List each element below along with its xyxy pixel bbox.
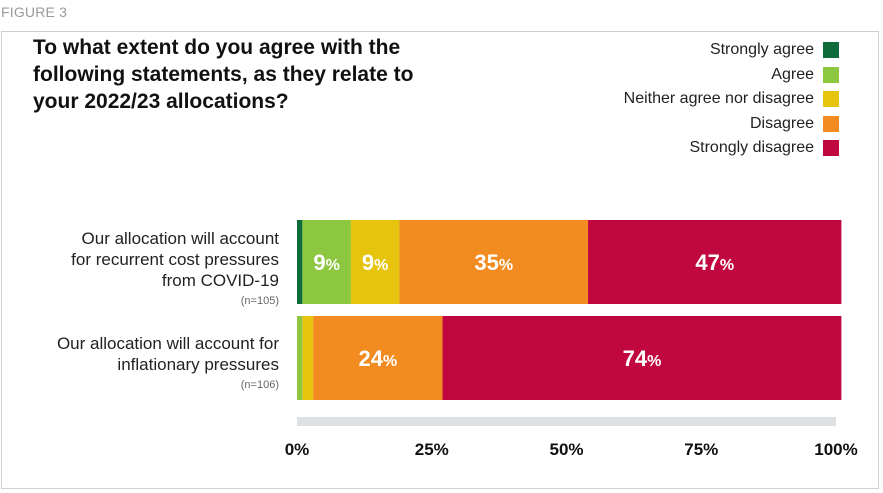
bar-segment bbox=[588, 220, 842, 304]
bar-value-label: 47% bbox=[695, 250, 734, 275]
bar-value-label: 24% bbox=[358, 346, 397, 371]
bar-value-label: 74% bbox=[623, 346, 662, 371]
figure-label: FIGURE 3 bbox=[1, 4, 68, 20]
legend-swatch bbox=[823, 66, 839, 83]
bar-segment bbox=[302, 316, 314, 400]
category-label-covid: Our allocation will account for recurren… bbox=[59, 228, 279, 308]
x-tick-label: 75% bbox=[684, 440, 718, 459]
legend-label: Neither agree nor disagree bbox=[623, 90, 814, 108]
legend: Strongly agree Agree Neither agree nor d… bbox=[624, 38, 839, 161]
legend-item-disagree: Disagree bbox=[624, 112, 839, 137]
bar-segment bbox=[302, 220, 351, 304]
bar-segment bbox=[297, 220, 303, 304]
bar-value-label: 35% bbox=[474, 250, 513, 275]
legend-item-neither: Neither agree nor disagree bbox=[624, 87, 839, 112]
x-tick-label: 25% bbox=[415, 440, 449, 459]
category-n: (n=106) bbox=[240, 379, 279, 391]
x-tick-label: 0% bbox=[285, 440, 310, 459]
bar-segment bbox=[297, 316, 303, 400]
legend-swatch bbox=[823, 140, 839, 157]
bar-segment bbox=[350, 220, 400, 304]
legend-item-strongly-disagree: Strongly disagree bbox=[624, 136, 839, 161]
x-tick-label: 100% bbox=[814, 440, 857, 459]
bar-segment bbox=[399, 220, 589, 304]
category-text: Our allocation will account for inflatio… bbox=[56, 334, 279, 374]
bar-segment bbox=[313, 316, 443, 400]
x-tick-label: 50% bbox=[549, 440, 583, 459]
legend-swatch bbox=[823, 91, 839, 108]
axis-track bbox=[297, 417, 836, 426]
bar-value-label: 9% bbox=[362, 250, 388, 275]
chart-title: To what extent do you agree with the fol… bbox=[33, 36, 414, 113]
legend-label: Strongly disagree bbox=[689, 139, 814, 157]
legend-swatch bbox=[823, 115, 839, 132]
legend-label: Disagree bbox=[749, 114, 814, 132]
bar-segment bbox=[442, 316, 842, 400]
legend-label: Agree bbox=[771, 65, 814, 83]
category-n: (n=105) bbox=[240, 295, 279, 307]
legend-item-agree: Agree bbox=[624, 63, 839, 88]
category-text: Our allocation will account for recurren… bbox=[71, 229, 279, 290]
bar-value-label: 9% bbox=[313, 250, 339, 275]
legend-item-strongly-agree: Strongly agree bbox=[624, 38, 839, 63]
category-label-inflation: Our allocation will account for inflatio… bbox=[39, 333, 279, 392]
legend-label: Strongly agree bbox=[709, 41, 814, 59]
legend-swatch bbox=[823, 42, 839, 59]
